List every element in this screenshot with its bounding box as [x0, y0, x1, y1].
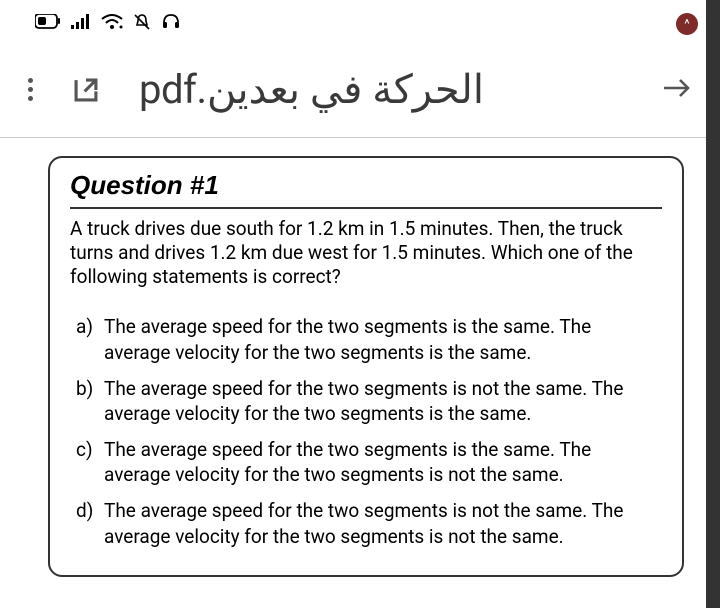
- option-letter: a): [76, 314, 104, 365]
- option-letter: b): [76, 376, 104, 427]
- title-divider: [70, 207, 662, 209]
- open-external-icon[interactable]: [69, 73, 103, 107]
- option-d[interactable]: d) The average speed for the two segment…: [76, 498, 662, 549]
- content-area: Question #1 A truck drives due south for…: [0, 138, 720, 577]
- bell-off-icon: [133, 13, 151, 36]
- side-accent-bar: [706, 0, 720, 608]
- wifi-icon: [101, 14, 123, 35]
- option-text: The average speed for the two segments i…: [104, 437, 662, 488]
- signal-icon: [71, 14, 91, 35]
- app-header: الحركة في بعدين.pdf: [0, 48, 720, 138]
- option-text: The average speed for the two segments i…: [104, 314, 662, 365]
- option-b[interactable]: b) The average speed for the two segment…: [76, 376, 662, 427]
- option-text: The average speed for the two segments i…: [104, 498, 662, 549]
- document-title: الحركة في بعدين.pdf: [139, 66, 484, 113]
- headset-icon: [161, 13, 181, 36]
- option-letter: c): [76, 437, 104, 488]
- battery-icon: [35, 14, 61, 35]
- more-icon[interactable]: [28, 78, 33, 101]
- option-text: The average speed for the two segments i…: [104, 376, 662, 427]
- header-left: الحركة في بعدين.pdf: [28, 66, 484, 113]
- option-letter: d): [76, 498, 104, 549]
- back-arrow-icon[interactable]: [662, 70, 692, 110]
- question-title: Question #1: [70, 170, 662, 201]
- status-icons-left: [35, 13, 181, 36]
- option-a[interactable]: a) The average speed for the two segment…: [76, 314, 662, 365]
- question-body: A truck drives due south for 1.2 km in 1…: [70, 217, 662, 288]
- option-c[interactable]: c) The average speed for the two segment…: [76, 437, 662, 488]
- notification-badge[interactable]: ^: [676, 13, 698, 35]
- question-options: a) The average speed for the two segment…: [70, 314, 662, 549]
- status-bar: ^: [0, 0, 720, 48]
- question-card: Question #1 A truck drives due south for…: [48, 156, 684, 577]
